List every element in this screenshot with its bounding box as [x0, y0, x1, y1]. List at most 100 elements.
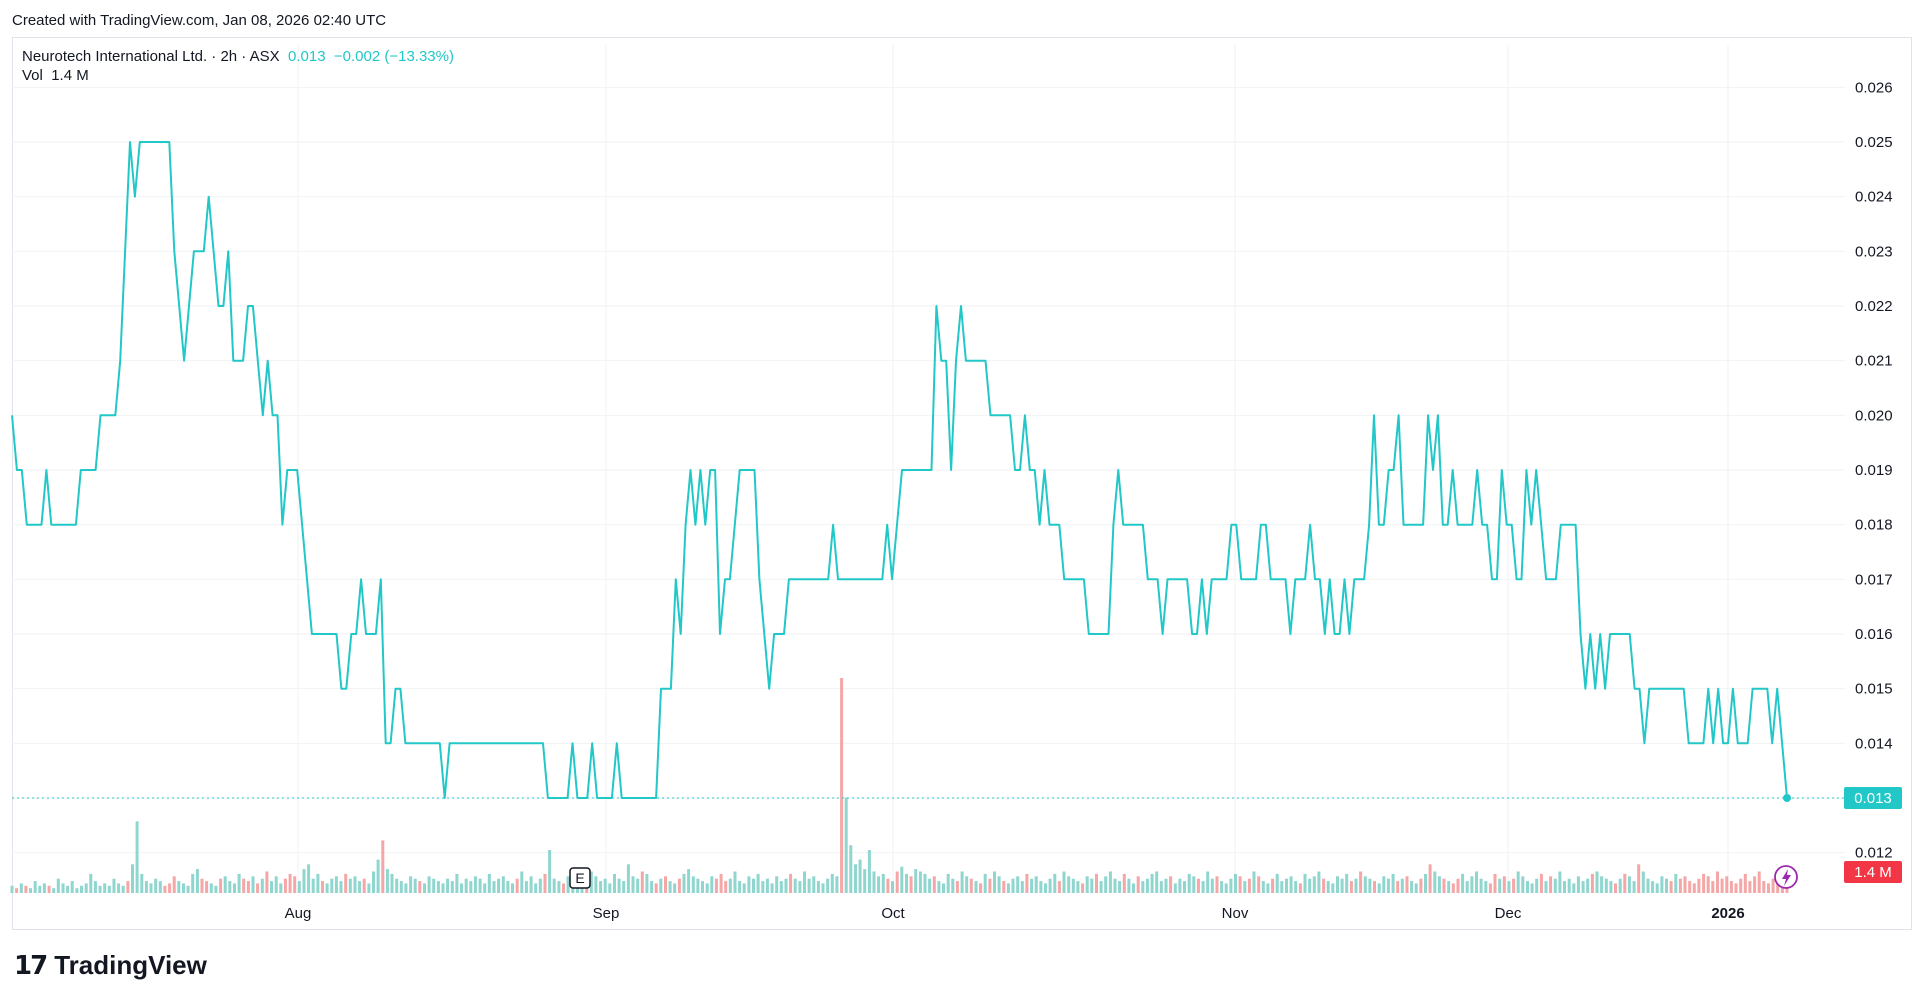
volume-bar [742, 883, 746, 893]
volume-bar [288, 873, 292, 893]
volume-bar [89, 873, 93, 893]
volume-bar [1410, 881, 1414, 893]
volume-bar [367, 883, 371, 893]
volume-bar [140, 873, 144, 893]
y-tick-label: 0.021 [1855, 353, 1893, 370]
volume-bar [191, 873, 195, 893]
volume-bar [1660, 876, 1664, 893]
volume-bar [1062, 871, 1066, 893]
volume-bar [1238, 876, 1242, 893]
volume-bar [1688, 881, 1692, 893]
volume-bar [1034, 876, 1038, 893]
legend-symbol[interactable]: Neurotech International Ltd. · 2h · ASX [22, 48, 280, 65]
volume-bar [214, 885, 218, 893]
volume-bar [19, 883, 23, 893]
price-axis: 0.026 0.025 0.024 0.023 0.022 0.021 0.020 0.019… [1855, 79, 1893, 861]
volume-bar [251, 876, 255, 893]
volume-bar [172, 876, 176, 893]
volume-bar [33, 881, 37, 893]
volume-bar [969, 878, 973, 893]
volume-bar [770, 883, 774, 893]
volume-bar [1563, 881, 1566, 893]
volume-bar [52, 888, 56, 893]
volume-bar [223, 876, 227, 893]
legend-change: −0.002 (−13.33%) [333, 48, 454, 65]
volume-bar [710, 876, 714, 893]
volume-bar [1535, 878, 1539, 893]
volume-bar [1261, 881, 1265, 893]
volume-bar [149, 883, 153, 893]
volume-bar [353, 876, 357, 893]
volume-bar [1697, 878, 1701, 893]
volume-bar [1725, 876, 1729, 893]
volume-bar [1164, 878, 1168, 893]
volume-bar [1067, 876, 1071, 893]
volume-bar [803, 871, 806, 893]
volume-bar [1308, 878, 1312, 893]
volume-bar [1456, 878, 1460, 893]
volume-bar [427, 876, 431, 893]
tradingview-logo[interactable]: 17 TradingView [14, 950, 207, 981]
volume-bar [909, 876, 913, 893]
y-tick-label: 0.016 [1855, 626, 1893, 643]
volume-bar [520, 871, 524, 893]
volume-bar [714, 878, 718, 893]
volume-bar [311, 878, 315, 893]
volume-bar [1665, 878, 1668, 893]
volume-bar [10, 885, 14, 893]
legend-last-price: 0.013 [288, 48, 326, 65]
volume-bar [594, 876, 598, 893]
volume-bar [830, 873, 834, 893]
y-tick-label: 0.015 [1855, 681, 1893, 698]
volume-bar [1720, 878, 1724, 893]
volume-bar [974, 881, 978, 893]
volume-bar [1716, 871, 1719, 893]
volume-bar [1183, 881, 1186, 893]
y-tick-label: 0.025 [1855, 134, 1893, 151]
volume-bar [905, 873, 908, 893]
volume-bar [103, 883, 107, 893]
volume-bar [283, 878, 287, 893]
volume-bar [1437, 876, 1441, 893]
volume-bar [1159, 881, 1163, 893]
volume-bar [1572, 883, 1576, 893]
volume-bar [1044, 883, 1047, 893]
volume-bar [538, 878, 542, 893]
volume-bar [821, 883, 825, 893]
volume-bar [863, 869, 867, 893]
volume-bar [1692, 883, 1696, 893]
volume-bar [1646, 878, 1650, 893]
volume-bar [1363, 876, 1367, 893]
x-tick-label: Oct [881, 905, 905, 922]
volume-bar [15, 888, 19, 893]
volume-bar [372, 871, 375, 893]
volume-bar [1076, 881, 1080, 893]
volume-bar [1220, 881, 1224, 893]
volume-bar [61, 883, 65, 893]
volume-bar [1516, 871, 1520, 893]
volume-bar [937, 881, 941, 893]
volume-bar [965, 876, 969, 893]
y-tick-label: 0.012 [1855, 845, 1893, 862]
volume-bar [529, 876, 533, 893]
volume-bar [1215, 876, 1219, 893]
earnings-badge-label: E [575, 870, 584, 886]
legend-vol-value: 1.4 M [51, 67, 89, 84]
volume-bar [1767, 883, 1770, 893]
volume-bar [1224, 883, 1228, 893]
x-tick-label: Dec [1495, 905, 1522, 922]
volume-bar [1053, 873, 1057, 893]
volume-bar [205, 881, 209, 893]
volume-bar [1600, 876, 1604, 893]
volume-bar [1030, 878, 1034, 893]
volume-bar [835, 876, 839, 893]
volume-bar [177, 881, 181, 893]
volume-bar [988, 878, 992, 893]
volume-bar [854, 864, 857, 893]
volume-bar [450, 881, 454, 893]
volume-bar [608, 883, 612, 893]
volume-bar [900, 866, 904, 893]
volume-bar [993, 871, 996, 893]
volume-bar [344, 873, 348, 893]
